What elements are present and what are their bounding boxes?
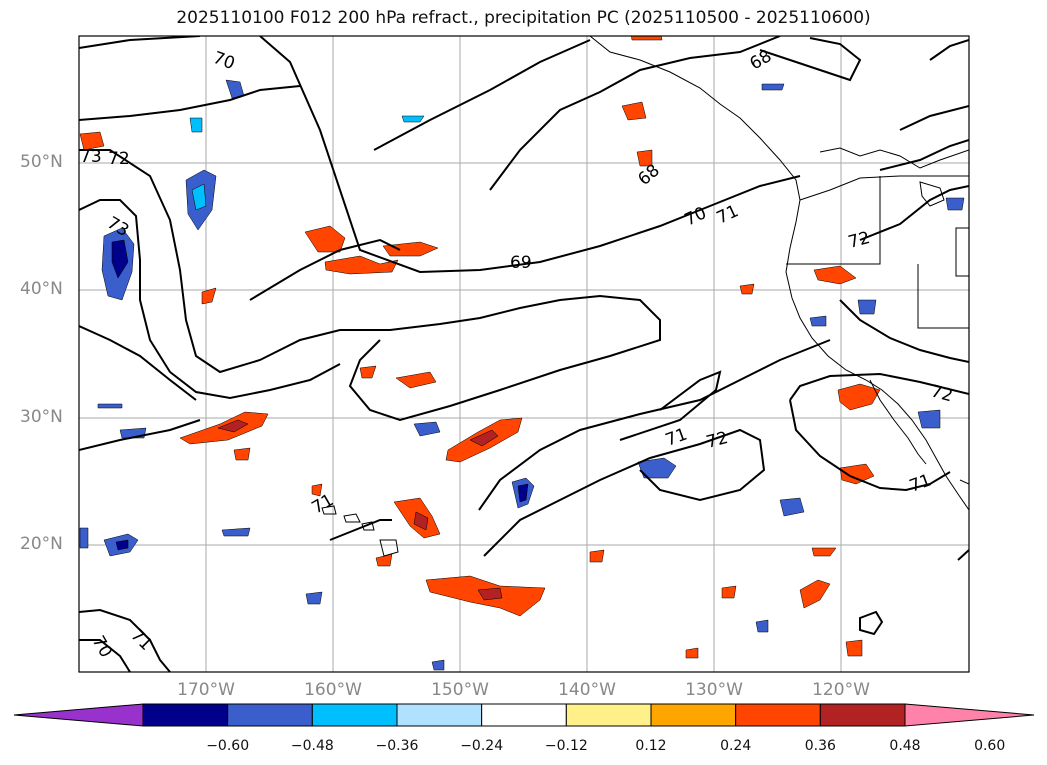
- colorbar: [13, 703, 1035, 727]
- colorbar-segment: [142, 703, 229, 727]
- colorbar-tick-label: −0.24: [460, 738, 504, 754]
- colorbar-segment: [227, 703, 313, 727]
- contour-label: 72: [108, 149, 130, 169]
- colorbar-tick-label: −0.12: [544, 738, 588, 754]
- colorbar-segment: [565, 703, 652, 727]
- colorbar-extend-min: [13, 703, 144, 727]
- map-title: 2025110100 F012 200 hPa refract., precip…: [176, 8, 871, 28]
- lon-label: 120°W: [812, 680, 870, 700]
- lon-label: 150°W: [431, 680, 489, 700]
- colorbar-segment: [481, 703, 567, 727]
- lon-label: 140°W: [558, 680, 616, 700]
- colorbar-tick-label: 0.60: [974, 738, 1006, 754]
- lon-label: 130°W: [685, 680, 743, 700]
- colorbar-segment: [396, 703, 483, 727]
- colorbar-segment: [735, 703, 821, 727]
- colorbar-tick-label: −0.60: [206, 738, 250, 754]
- colorbar-tick-label: −0.36: [375, 738, 419, 754]
- colorbar-tick-label: 0.12: [635, 738, 667, 754]
- colorbar-tick-label: −0.48: [290, 738, 334, 754]
- colorbar-extend-max: [904, 703, 1035, 727]
- colorbar-tick-label: 0.24: [720, 738, 752, 754]
- precip-fill-positive: [79, 36, 881, 659]
- lat-label: 40°N: [20, 279, 63, 299]
- refractivity-contours: [79, 36, 969, 672]
- coastlines: [589, 36, 969, 511]
- colorbar-segment: [650, 703, 737, 727]
- contour-label: 73: [80, 147, 102, 167]
- colorbar-segment: [819, 703, 906, 727]
- lat-label: 50°N: [20, 152, 63, 172]
- lon-label: 160°W: [304, 680, 362, 700]
- colorbar-tick-label: 0.48: [889, 738, 921, 754]
- map-plot-area: [79, 36, 969, 672]
- colorbar-tick-label: 0.36: [804, 738, 836, 754]
- lat-label: 20°N: [20, 534, 63, 554]
- map-frame: [78, 35, 970, 673]
- colorbar-segment: [311, 703, 398, 727]
- lat-label: 30°N: [20, 407, 63, 427]
- precip-fill-negative: [79, 79, 965, 671]
- contour-label: 69: [510, 253, 532, 273]
- lon-label: 170°W: [177, 680, 235, 700]
- hawaiian-islands: [321, 505, 399, 557]
- graticule: [79, 36, 969, 672]
